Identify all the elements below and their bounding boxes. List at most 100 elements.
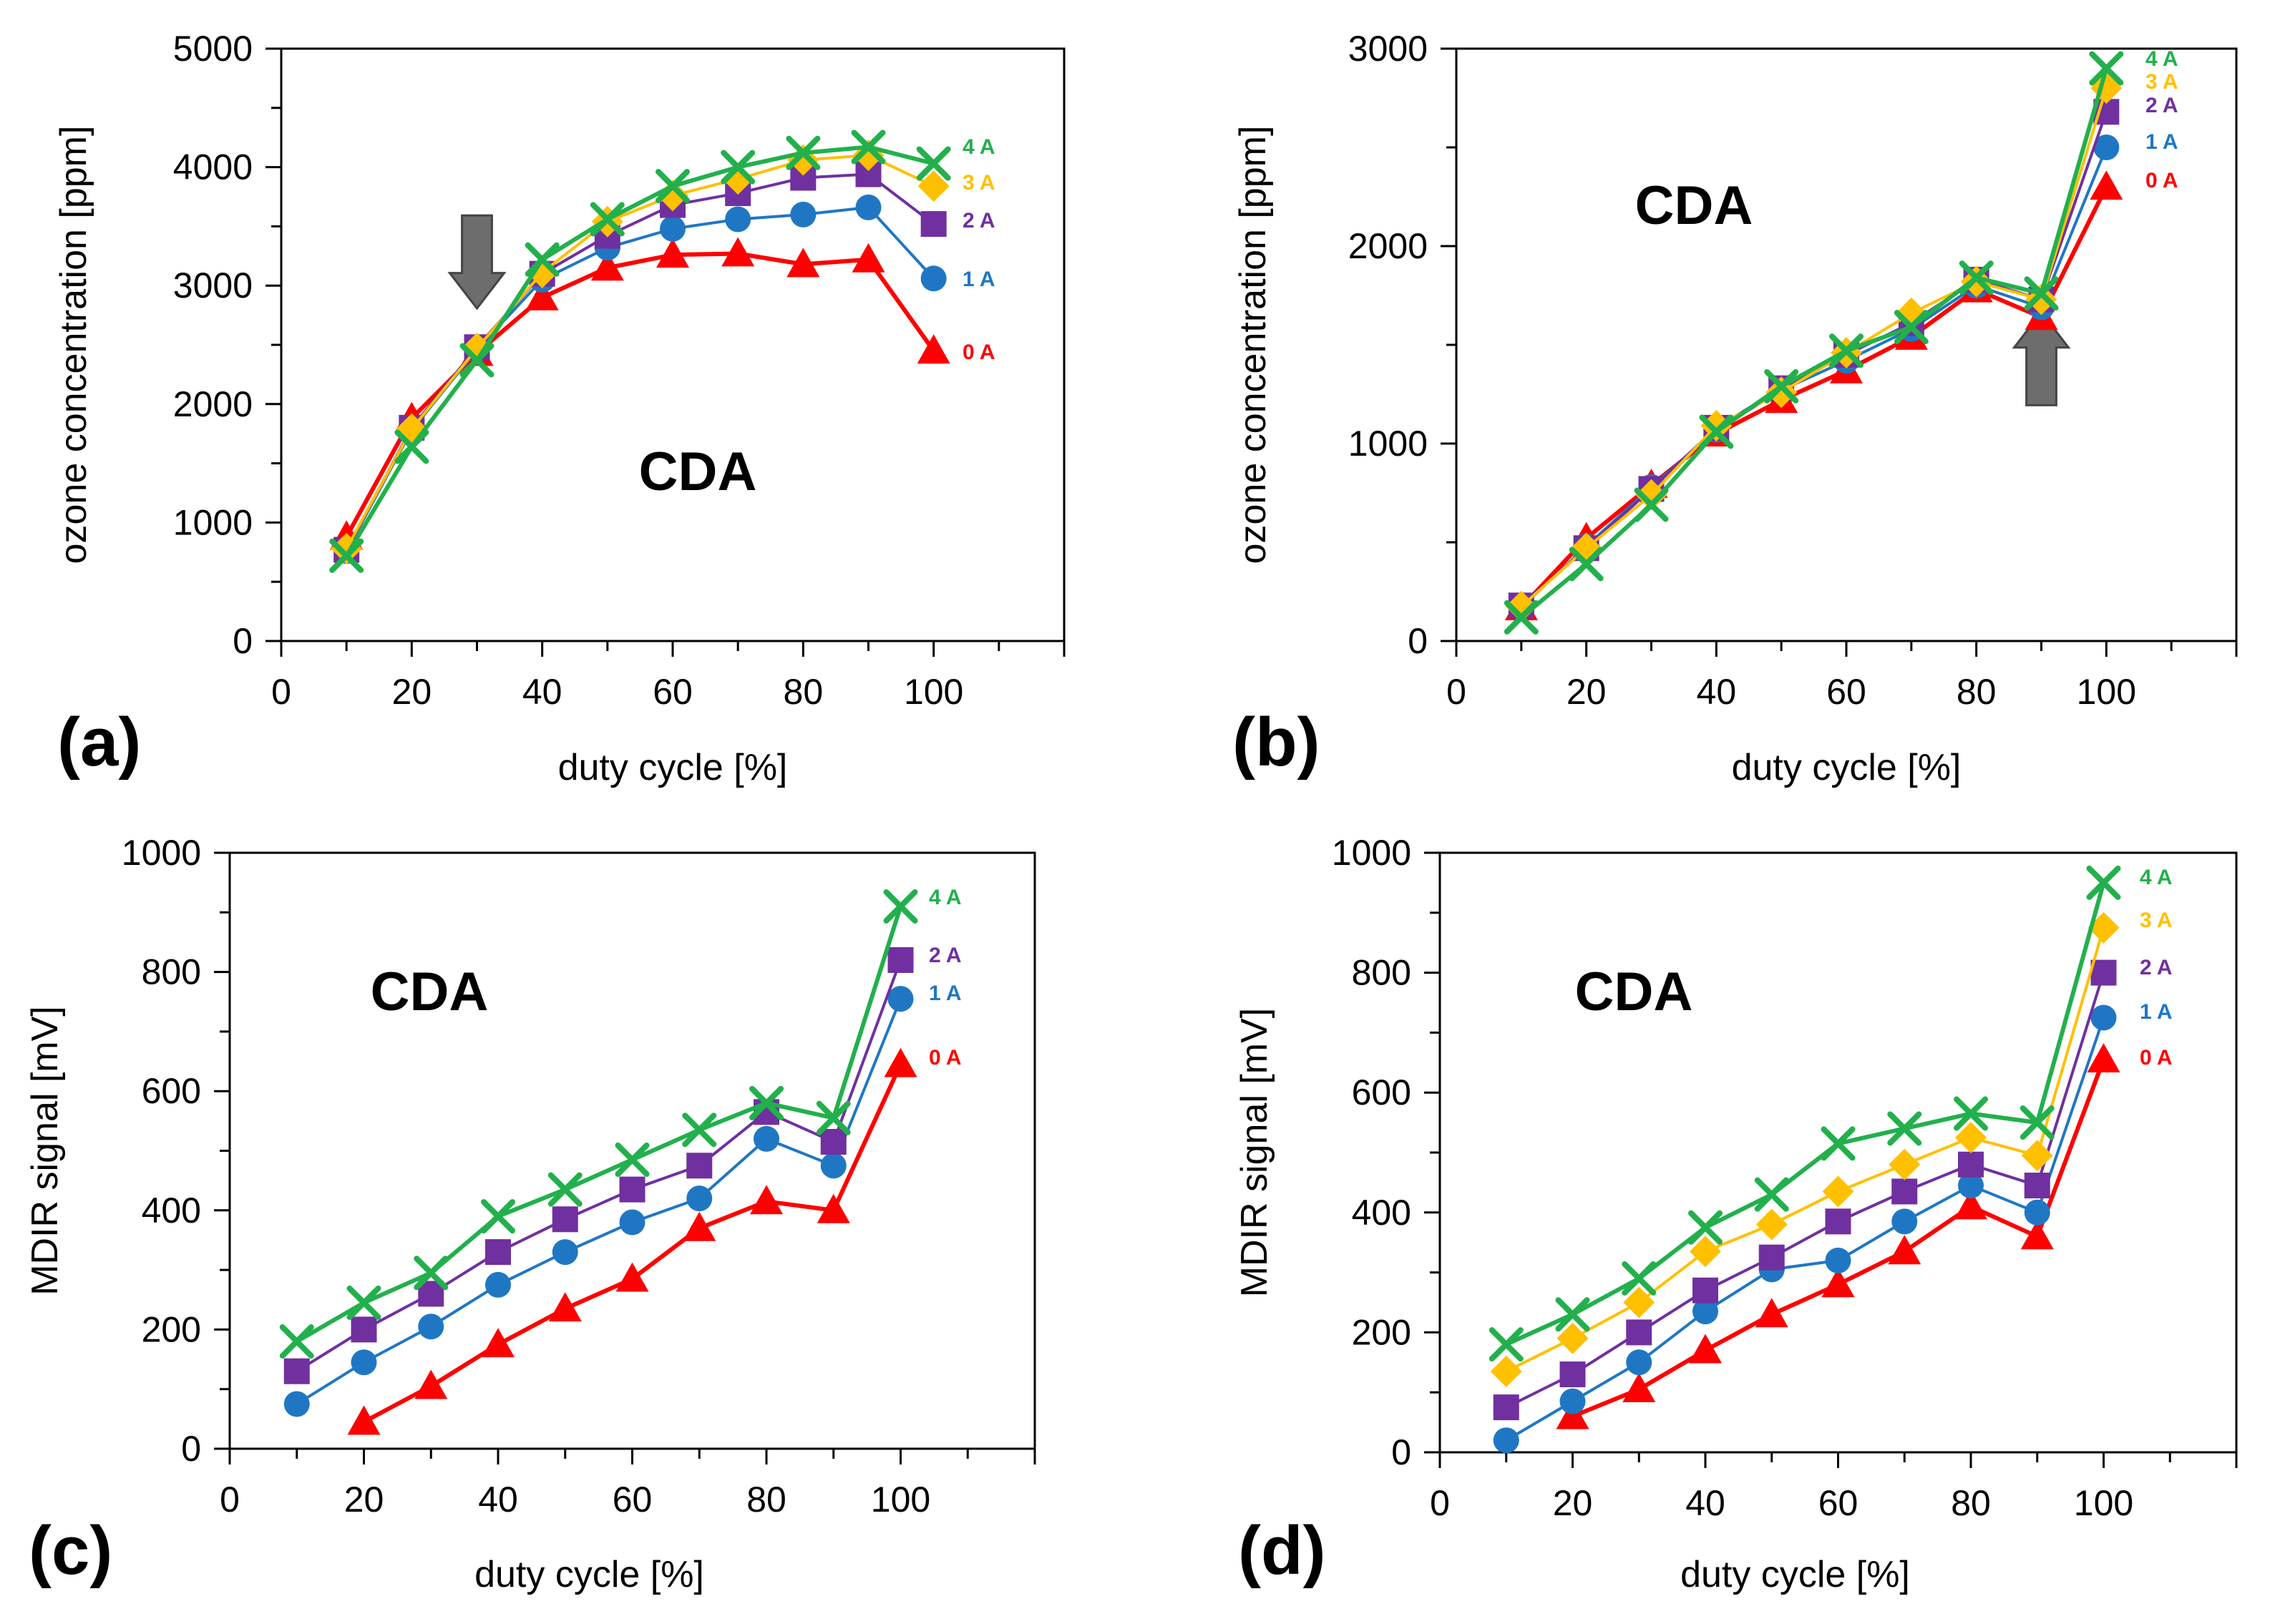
series-3a [1490,911,2120,1387]
x-axis-label: duty cycle [%] [1732,747,1962,788]
data-point [686,1185,713,1212]
x-tick-label: 20 [344,1479,384,1520]
data-point [1569,547,1604,582]
data-point [619,1176,645,1203]
data-point [1764,368,1799,403]
data-point [1690,1236,1721,1268]
y-tick-label: 1000 [1332,833,1411,873]
data-point [817,1193,850,1223]
y-tick-label: 200 [1352,1312,1411,1352]
data-point [1489,1327,1524,1362]
y-tick-label: 0 [181,1429,201,1469]
series-line [1505,972,2105,1409]
data-point [1821,1268,1855,1298]
data-point [1700,410,1733,442]
data-point [347,1405,381,1435]
data-point [1829,333,1864,368]
series-label: 4 A [963,135,995,159]
x-tick-label: 100 [2074,1483,2133,1523]
data-point [1821,1126,1856,1161]
data-point [1505,590,1537,622]
series-4a [329,129,951,573]
data-point [1692,1298,1718,1325]
data-point [855,194,882,220]
data-point [1955,1122,1987,1154]
series-label: 0 A [2145,169,2178,192]
data-point [851,129,886,165]
data-point [656,169,690,204]
series-line [344,145,935,557]
series-line [296,998,902,1406]
data-point [1755,1298,1788,1328]
series-1a [283,986,914,1417]
x-tick-label: 100 [2077,672,2136,712]
y-tick-label: 5000 [173,29,253,69]
data-point [2024,276,2059,311]
data-point [2021,1140,2053,1172]
data-point [1504,600,1539,635]
x-tick-label: 20 [1567,672,1607,712]
series-label: 1 A [2140,1000,2173,1024]
data-point [1622,1373,1656,1402]
data-point [279,1324,314,1359]
x-axis-label: duty cycle [%] [558,747,788,788]
panel-label: (b) [1232,704,1320,781]
data-point [2020,1220,2054,1250]
y-tick-label: 400 [1352,1193,1411,1233]
data-point [656,238,689,268]
data-point [1555,1297,1590,1332]
x-tick-label: 60 [1826,672,1866,712]
data-point [394,429,429,464]
data-point [920,211,947,238]
data-point [816,1100,851,1135]
data-point [887,946,914,973]
data-point [485,1271,511,1298]
data-point [920,265,947,292]
series-label: 3 A [2140,909,2173,932]
data-point [2087,911,2120,944]
data-point [351,1349,377,1376]
y-axis-label: MDIR signal [mV] [1234,1008,1275,1298]
y-tick-label: 0 [1408,621,1428,661]
data-point [525,242,560,277]
data-point [2086,865,2121,900]
data-point [1626,1349,1652,1376]
data-point [485,1239,511,1266]
data-point [1559,1361,1586,1388]
data-point [1888,1235,1921,1265]
data-point [1699,414,1734,449]
data-point [615,1142,650,1177]
data-point [283,1358,310,1384]
x-tick-label: 100 [871,1479,930,1520]
y-tick-label: 2000 [173,384,253,424]
data-point [459,343,495,378]
data-point [721,150,756,185]
series-label: 4 A [2140,866,2173,889]
y-tick-label: 3000 [1348,29,1428,69]
x-tick-label: 60 [613,1479,653,1520]
x-axis-label: duty cycle [%] [1680,1554,1910,1595]
data-point [2020,1105,2055,1140]
data-point [1825,1247,1851,1273]
data-point [1894,310,1929,345]
data-point [1889,1148,1921,1180]
data-point [1635,479,1667,511]
data-point [590,202,625,237]
data-point [820,1129,847,1155]
data-point [283,1391,310,1417]
gas-annotation: CDA [1635,175,1753,236]
data-point [1626,1319,1652,1346]
series-2a [1493,959,2117,1421]
plot-frame [280,47,1066,642]
data-point [2093,134,2120,160]
x-tick-label: 80 [746,1479,786,1520]
data-point [1490,1355,1522,1387]
x-tick-label: 0 [1430,1483,1450,1523]
series-label: 2 A [2140,956,2173,979]
series-line [296,906,903,1344]
x-tick-label: 60 [1818,1483,1858,1523]
data-point [884,1047,917,1077]
